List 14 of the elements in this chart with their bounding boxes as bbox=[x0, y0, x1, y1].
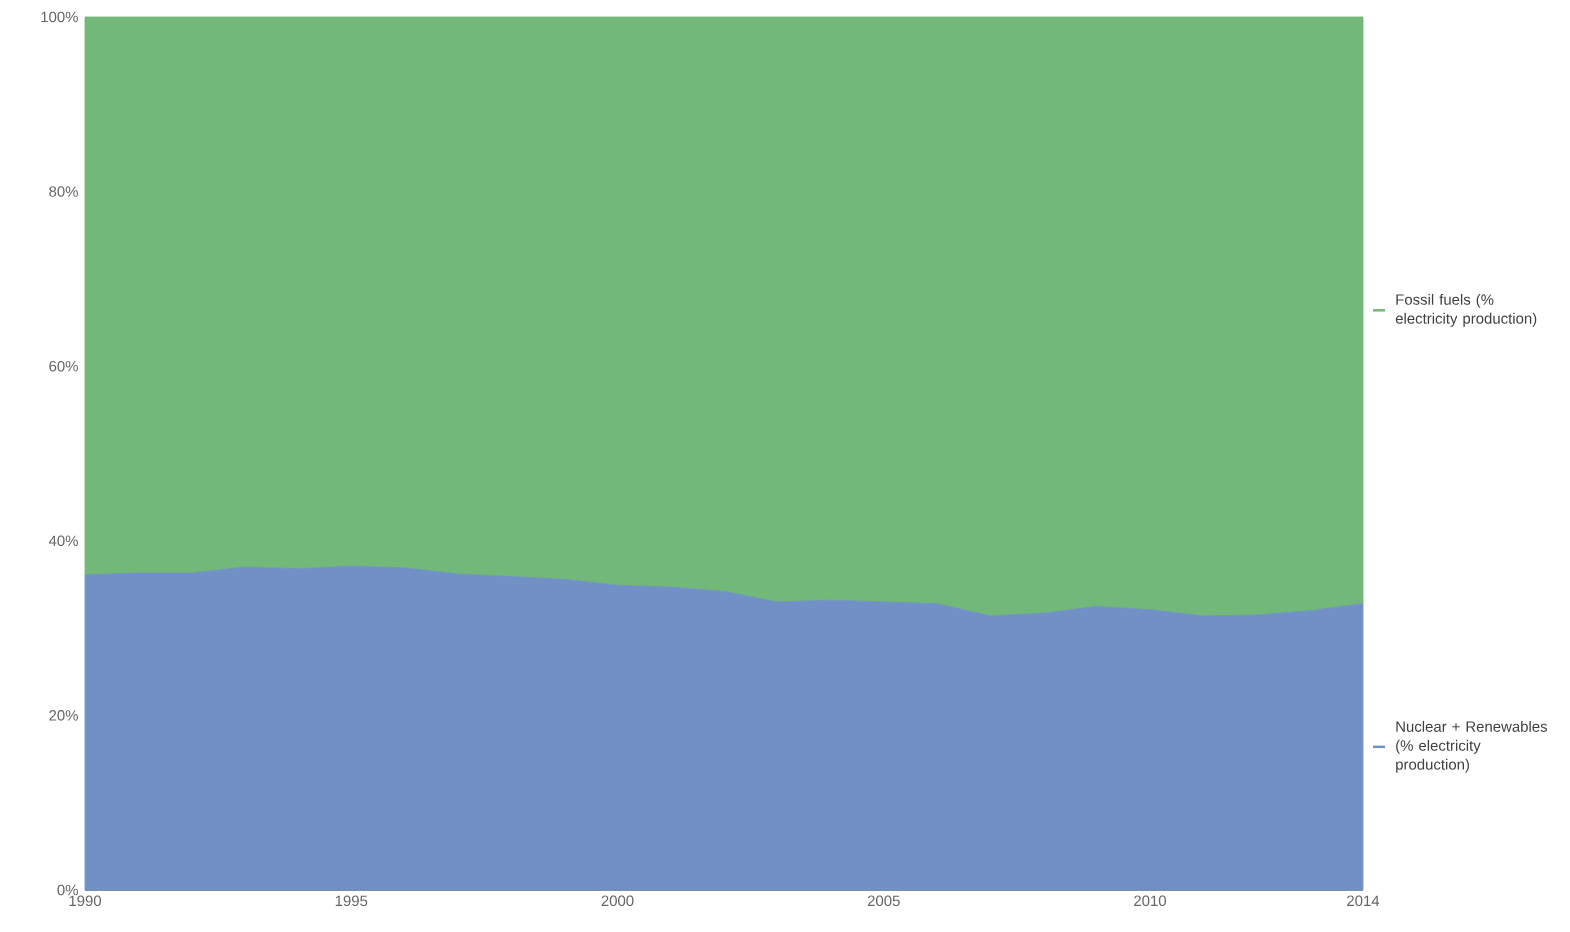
y-tick-label: 40% bbox=[48, 535, 78, 547]
x-tick-label: 2005 bbox=[867, 895, 900, 907]
y-tick-label: 60% bbox=[49, 360, 78, 372]
y-tick-label: 80% bbox=[49, 186, 78, 197]
x-tick-label: 2000 bbox=[601, 895, 634, 907]
y-tick-label: 100% bbox=[41, 11, 78, 23]
y-tick-label: 0% bbox=[57, 884, 78, 896]
x-tick-label: 2014 bbox=[1347, 895, 1380, 907]
x-tick-label: 1995 bbox=[335, 895, 368, 907]
legend-label: Fossil fuels (% electricity production) bbox=[1395, 293, 1537, 327]
x-tick-label: 1990 bbox=[69, 895, 102, 907]
legend-label: Nuclear + Renewables (% electricity production) bbox=[1396, 720, 1548, 773]
x-tick-label: 2010 bbox=[1134, 895, 1167, 907]
y-tick-label: 20% bbox=[49, 710, 78, 721]
